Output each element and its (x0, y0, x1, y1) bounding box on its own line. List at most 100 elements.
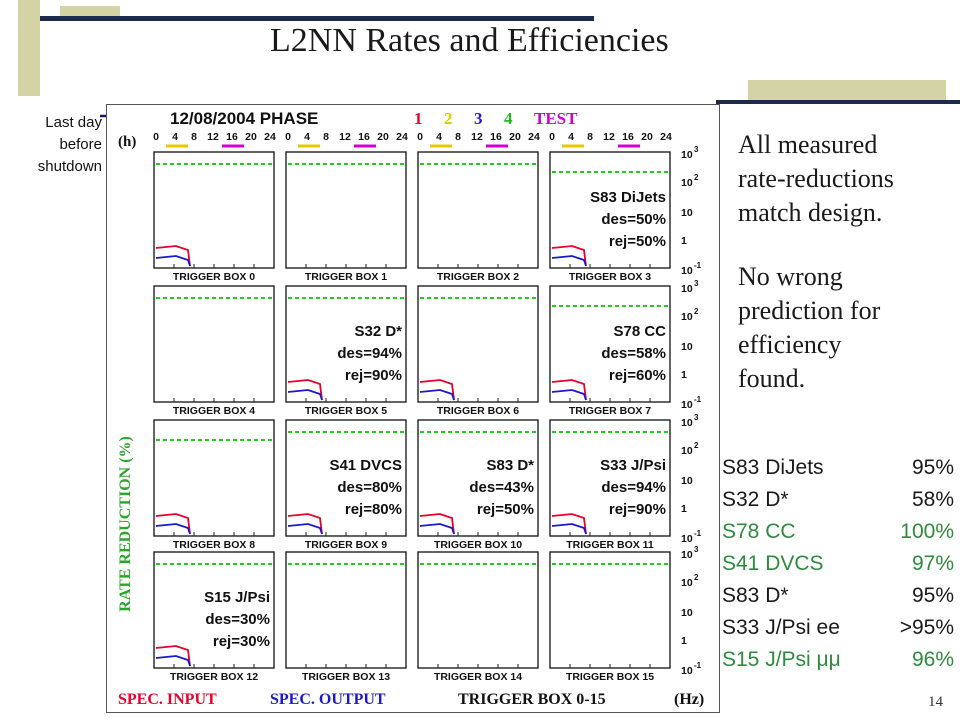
top-tick-label: 8 (191, 131, 197, 143)
bullet-line: efficiency (738, 330, 842, 359)
right-tick-exponent: 2 (694, 307, 699, 316)
spec-input-curve (551, 379, 587, 401)
trigger-box-panel (417, 285, 539, 403)
right-tick-label: 10 (681, 475, 693, 487)
right-tick-exponent: -1 (694, 395, 702, 404)
right-tick-label: 10 (681, 283, 693, 295)
trigger-box-label: TRIGGER BOX 14 (434, 671, 522, 683)
trigger-box-panel (285, 419, 407, 537)
right-tick-label: 1 (681, 503, 687, 515)
trigger-box-label: TRIGGER BOX 1 (305, 271, 387, 283)
trigger-box-panel (549, 285, 671, 403)
top-tick-label: 20 (377, 131, 389, 143)
trigger-annotation: des=50% (601, 211, 666, 228)
spec-input-curve (155, 645, 191, 667)
right-tick-label: 10 (681, 665, 693, 677)
efficiency-row: S32 D* 58% (722, 484, 954, 516)
efficiency-row: S78 CC 100% (722, 516, 954, 548)
trigger-annotation: S15 J/Psi (204, 589, 270, 606)
top-tick-label: 4 (568, 131, 574, 143)
bullet-line: rate-reductions (738, 164, 894, 193)
top-tick-label: 24 (660, 131, 672, 143)
spec-input-curve (155, 513, 191, 535)
efficiency-row: S41 DVCS 97% (722, 548, 954, 580)
spec-output-curve (419, 523, 455, 535)
top-tick-label: 24 (528, 131, 540, 143)
right-tick-label: 1 (681, 635, 687, 647)
phase-label: 4 (504, 109, 513, 128)
slide-accent-bar-left (18, 0, 40, 96)
phase-label: 3 (474, 109, 483, 128)
top-tick-label: 0 (285, 131, 291, 143)
right-tick-label: 10 (681, 549, 693, 561)
figure-footer-label: TRIGGER BOX 0-15 (458, 691, 606, 708)
spec-input-curve (155, 245, 191, 267)
right-tick-exponent: 3 (694, 279, 699, 288)
right-tick-exponent: 3 (694, 145, 699, 154)
right-tick-label: 10 (681, 149, 693, 161)
trigger-box-panel (549, 551, 671, 669)
trigger-annotation: rej=90% (345, 367, 402, 384)
trigger-annotation: rej=50% (477, 501, 534, 518)
right-tick-label: 10 (681, 399, 693, 411)
trigger-box-label: TRIGGER BOX 8 (173, 539, 255, 551)
bullet-2: No wrong prediction for efficiency found… (738, 260, 958, 396)
trigger-name: S15 J/Psi μμ (722, 648, 841, 671)
trigger-box-panel (417, 551, 539, 669)
top-tick-label: 0 (153, 131, 159, 143)
trigger-box-label: TRIGGER BOX 9 (305, 539, 387, 551)
spec-input-curve (287, 513, 323, 535)
trigger-annotation: rej=90% (609, 501, 666, 518)
bullet-1: All measured rate-reductions match desig… (738, 128, 958, 230)
efficiency-value: 96% (911, 648, 954, 671)
trigger-name: S83 DiJets (722, 456, 824, 479)
right-tick-label: 10 (681, 265, 693, 277)
top-tick-label: 20 (641, 131, 653, 143)
top-tick-label: 24 (264, 131, 276, 143)
right-tick-label: 10 (681, 177, 693, 189)
spec-output-curve (551, 523, 587, 535)
top-tick-label: 12 (471, 131, 483, 143)
right-tick-label: 10 (681, 207, 693, 219)
trigger-box-label: TRIGGER BOX 3 (569, 271, 651, 283)
figure-footer-label: SPEC. OUTPUT (270, 691, 386, 708)
trigger-box-panel (153, 419, 275, 537)
trigger-box-panel (549, 151, 671, 269)
trigger-box-panel (153, 285, 275, 403)
trigger-annotation: rej=80% (345, 501, 402, 518)
bullet-line: prediction for (738, 296, 881, 325)
trigger-box-panel (153, 151, 275, 269)
slide-dark-rule-top (40, 16, 594, 21)
trigger-rate-figure: 12/08/2004 PHASE 1 2 3 4 TEST(h)RATE REDUCTIO… (106, 104, 720, 713)
spec-input-curve (287, 379, 323, 401)
figure-header-date: 12/08/2004 PHASE (170, 109, 318, 128)
top-tick-label: 20 (245, 131, 257, 143)
trigger-annotation: rej=30% (213, 633, 270, 650)
trigger-annotation: rej=60% (609, 367, 666, 384)
trigger-annotation: S78 CC (613, 323, 666, 340)
trigger-name: S78 CC (722, 520, 796, 543)
panel-tag: (h) (118, 134, 136, 150)
right-tick-exponent: -1 (694, 661, 702, 670)
top-tick-label: 12 (339, 131, 351, 143)
trigger-box-label: TRIGGER BOX 7 (569, 405, 651, 417)
top-tick-label: 24 (396, 131, 408, 143)
trigger-box-label: TRIGGER BOX 10 (434, 539, 522, 551)
right-tick-label: 1 (681, 235, 687, 247)
right-tick-exponent: -1 (694, 261, 702, 270)
figure-footer-label: SPEC. INPUT (118, 691, 217, 708)
efficiency-value: 95% (911, 584, 954, 607)
spec-output-curve (155, 255, 191, 267)
efficiency-row: S33 J/Psi ee >95% (722, 612, 954, 644)
trigger-annotation: des=43% (469, 479, 534, 496)
bullet-line: match design. (738, 198, 883, 227)
trigger-box-label: TRIGGER BOX 4 (173, 405, 255, 417)
trigger-box-panel (285, 285, 407, 403)
right-tick-exponent: 3 (694, 545, 699, 554)
right-tick-exponent: 3 (694, 413, 699, 422)
trigger-box-label: TRIGGER BOX 5 (305, 405, 387, 417)
top-tick-label: 8 (323, 131, 329, 143)
side-note-line: shutdown (37, 158, 102, 175)
top-tick-label: 0 (417, 131, 423, 143)
phase-label: TEST (534, 109, 578, 128)
